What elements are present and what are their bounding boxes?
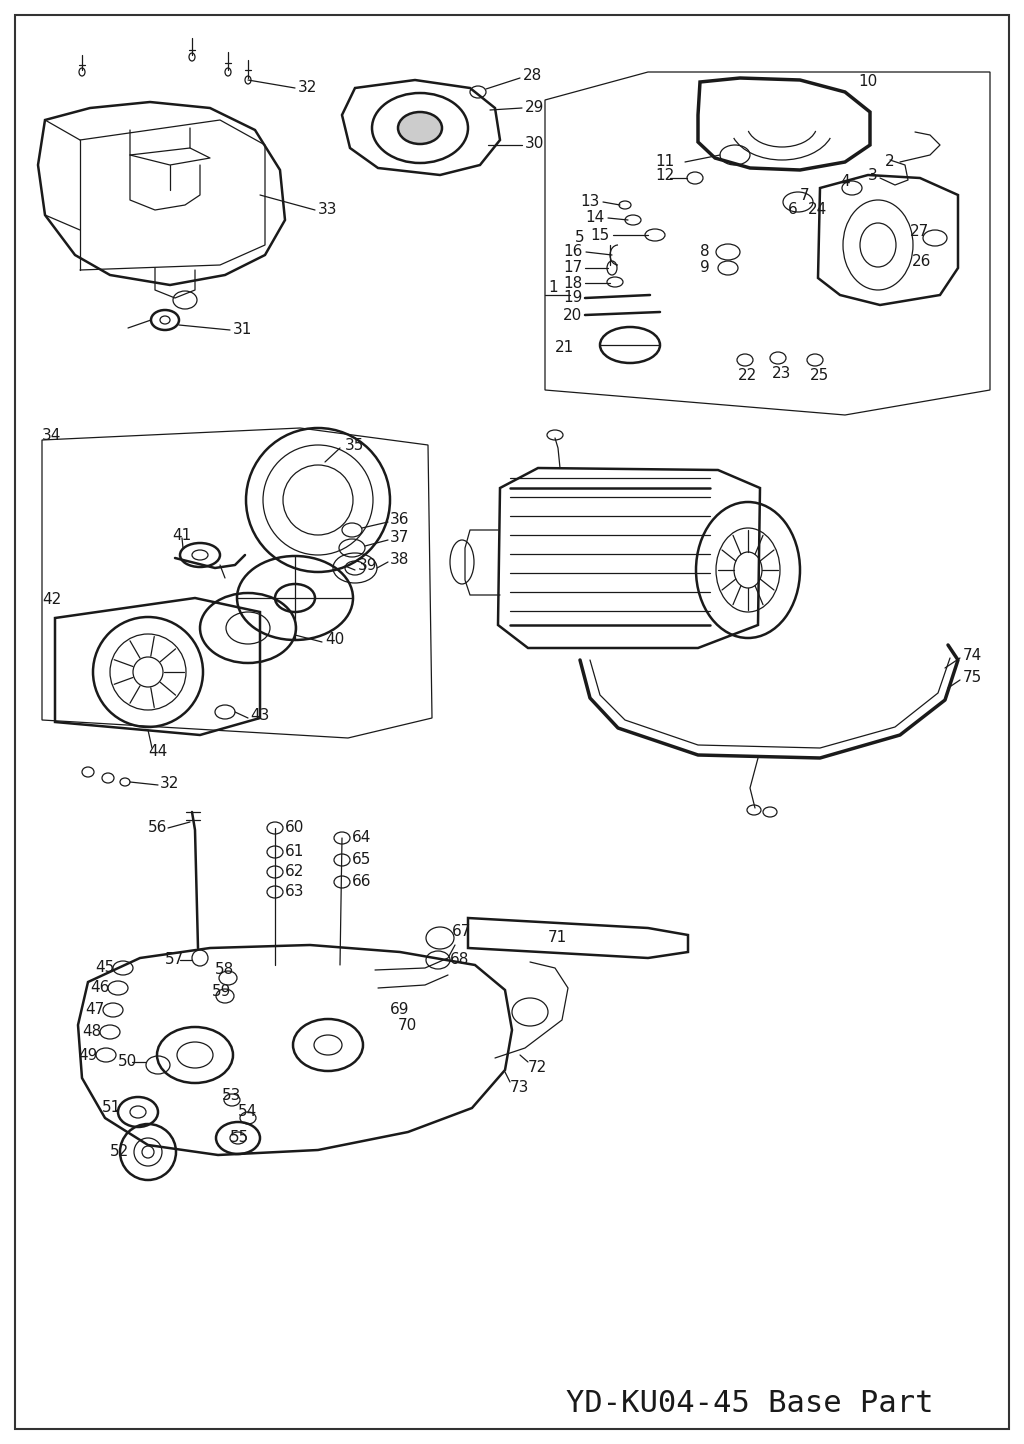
Text: 15: 15 [590,228,609,243]
Text: 41: 41 [172,527,191,543]
Text: 37: 37 [390,530,410,546]
Text: 50: 50 [118,1054,137,1070]
Text: 69: 69 [390,1002,410,1018]
Text: 59: 59 [212,985,231,999]
Text: 64: 64 [352,830,372,846]
Text: 10: 10 [858,75,878,90]
Text: 61: 61 [285,845,304,859]
Text: 60: 60 [285,820,304,836]
Text: 29: 29 [525,100,545,114]
Text: 43: 43 [250,709,269,723]
Text: 28: 28 [523,68,543,84]
Text: 16: 16 [563,244,583,260]
Text: 48: 48 [82,1024,101,1040]
Text: 6: 6 [788,202,798,218]
Text: 71: 71 [548,930,567,946]
Text: 53: 53 [222,1087,242,1103]
Text: 9: 9 [700,260,710,276]
Text: 31: 31 [233,322,252,338]
Text: 24: 24 [808,202,827,218]
Text: 57: 57 [165,953,184,967]
Text: 74: 74 [963,648,982,663]
Text: 65: 65 [352,852,372,868]
Text: 44: 44 [148,745,167,760]
Text: 51: 51 [102,1100,121,1116]
Text: 32: 32 [298,81,317,95]
Text: 30: 30 [525,137,545,152]
Text: 2: 2 [885,155,895,169]
Text: 17: 17 [563,260,583,276]
Text: 4: 4 [840,175,850,189]
Text: 36: 36 [390,513,410,527]
Text: 13: 13 [580,195,599,209]
Text: 34: 34 [42,427,61,442]
Text: 26: 26 [912,254,932,270]
Text: 54: 54 [238,1105,257,1119]
Text: 67: 67 [452,924,471,940]
Text: 11: 11 [655,155,674,169]
Text: 73: 73 [510,1080,529,1096]
Text: 42: 42 [42,592,61,608]
Text: 58: 58 [215,963,234,978]
Text: 12: 12 [655,169,674,183]
Text: 22: 22 [738,368,758,383]
Text: 39: 39 [358,557,378,572]
Text: 33: 33 [318,202,338,218]
Text: 23: 23 [772,365,792,381]
Text: 45: 45 [95,960,115,976]
Text: YD-KU04-45 Base Part: YD-KU04-45 Base Part [566,1389,934,1418]
Text: 75: 75 [963,670,982,686]
Text: 56: 56 [148,820,167,836]
Text: 70: 70 [398,1018,417,1032]
Text: 40: 40 [325,632,344,647]
Text: 18: 18 [563,276,583,290]
Text: 20: 20 [563,308,583,322]
Text: 68: 68 [450,953,469,967]
Text: 62: 62 [285,865,304,879]
Text: 52: 52 [110,1145,129,1160]
Text: 3: 3 [868,168,878,182]
Text: 21: 21 [555,341,574,355]
Text: 32: 32 [160,777,179,791]
Text: 47: 47 [85,1002,104,1018]
Text: 5: 5 [575,231,585,245]
Text: 63: 63 [285,885,304,900]
Text: 1: 1 [548,280,558,296]
Text: 19: 19 [563,290,583,306]
Text: 8: 8 [700,244,710,260]
Text: 66: 66 [352,875,372,890]
Text: 25: 25 [810,368,829,383]
Text: 49: 49 [78,1047,97,1063]
Text: 55: 55 [230,1131,249,1145]
Text: 46: 46 [90,980,110,995]
Text: 38: 38 [390,553,410,567]
Text: 7: 7 [800,188,810,202]
Text: 27: 27 [910,224,929,240]
Text: 35: 35 [345,438,365,452]
Text: 14: 14 [585,211,604,225]
Text: 72: 72 [528,1060,547,1076]
Ellipse shape [398,113,442,144]
